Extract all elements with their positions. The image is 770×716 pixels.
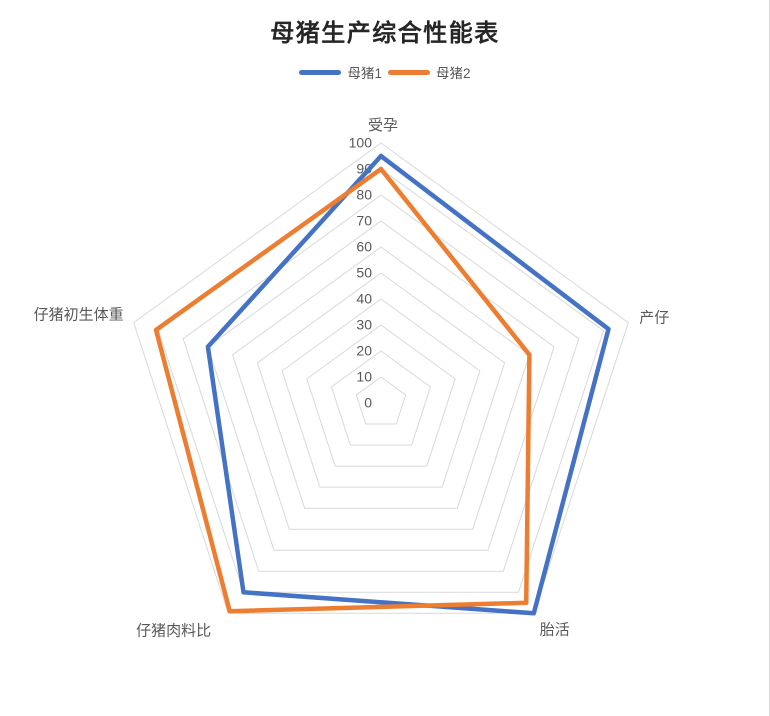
chart-title: 母猪生产综合性能表: [270, 20, 500, 47]
radial-axis-tick-30: 30: [356, 317, 372, 333]
grid-ring-50: [256, 272, 506, 509]
radial-axis-tick-40: 40: [356, 291, 372, 307]
grid-ring-70: [207, 220, 555, 551]
series-line-2[interactable]: [153, 166, 532, 614]
grid-ring-30: [306, 324, 456, 467]
grid-ring-10: [355, 376, 407, 425]
series-1-color-swatch: [299, 69, 342, 75]
series-line-1[interactable]: [205, 153, 611, 616]
radial-axis-tick-0: 0: [364, 395, 372, 411]
legend: 母猪1 母猪2: [0, 62, 770, 82]
grid-ring-60: [232, 246, 530, 530]
legend-label-series-1: 母猪1: [347, 66, 382, 81]
legend-item-series-2[interactable]: 母猪2: [388, 62, 471, 82]
radial-axis-tick-20: 20: [356, 343, 372, 359]
grid-ring-40: [281, 298, 481, 488]
category-label-3: 胎活: [540, 621, 570, 638]
grid-ring-20: [330, 350, 432, 446]
category-label-1: 受孕: [368, 117, 398, 134]
radial-axis-tick-100: 100: [349, 135, 373, 151]
radial-axis-tick-50: 50: [356, 265, 372, 281]
legend-label-series-2: 母猪2: [436, 66, 471, 81]
radial-axis-tick-70: 70: [356, 213, 372, 229]
category-label-2: 产仔: [639, 310, 669, 327]
radial-axis-tick-80: 80: [356, 187, 372, 203]
category-label-4: 仔猪肉料比: [136, 622, 211, 639]
grid-ring-80: [182, 194, 580, 572]
radial-axis-tick-60: 60: [356, 239, 372, 255]
legend-item-series-1[interactable]: 母猪1: [299, 62, 382, 82]
series-2-color-swatch: [388, 69, 430, 75]
category-label-5: 仔猪初生体重: [34, 307, 124, 324]
grid-ring-100: [133, 142, 629, 614]
radial-axis-tick-10: 10: [356, 369, 372, 385]
